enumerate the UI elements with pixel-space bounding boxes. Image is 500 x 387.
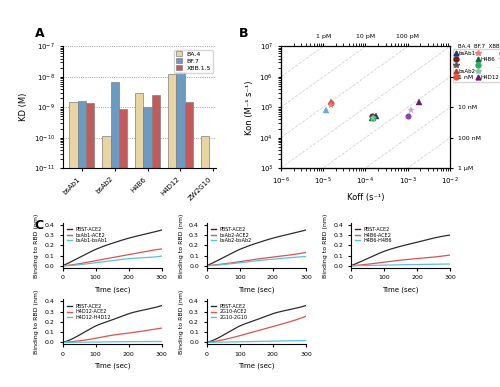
Bar [201, 136, 209, 387]
Bar [176, 72, 184, 387]
Bar [102, 136, 110, 387]
Bar [152, 95, 160, 387]
Bar [168, 74, 176, 387]
Y-axis label: Binding to RBD (nm): Binding to RBD (nm) [322, 213, 328, 277]
Legend: bsAb1, , , bsAb2, , , H4B6, , , H4D12, , , ZW2G10, , : bsAb1, , , bsAb2, , , H4B6, , , H4D12, ,… [453, 49, 500, 82]
Y-axis label: Binding to RBD (nm): Binding to RBD (nm) [34, 290, 40, 354]
Text: C: C [35, 219, 44, 232]
X-axis label: Time (sec): Time (sec) [238, 286, 275, 293]
Y-axis label: Kon (M⁻¹ s⁻¹): Kon (M⁻¹ s⁻¹) [245, 80, 254, 135]
Bar [184, 102, 193, 387]
Y-axis label: Binding to RBD (nm): Binding to RBD (nm) [34, 213, 40, 277]
Bar [110, 82, 119, 387]
Bar [78, 101, 86, 387]
Y-axis label: Binding to RBD (nm): Binding to RBD (nm) [178, 290, 184, 354]
Y-axis label: KD (M): KD (M) [20, 93, 28, 122]
Bar [144, 107, 152, 387]
Y-axis label: Binding to RBD (nm): Binding to RBD (nm) [178, 213, 184, 277]
Bar [86, 103, 94, 387]
Legend: BA.4, BF.7, XBB.1.5: BA.4, BF.7, XBB.1.5 [174, 50, 213, 72]
Legend: PBST-ACE2, 2G10-ACE2, 2G10-2G10: PBST-ACE2, 2G10-ACE2, 2G10-2G10 [209, 302, 250, 322]
Legend: PBST-ACE2, bsAb1-ACE2, bsAb1-bsAb1: PBST-ACE2, bsAb1-ACE2, bsAb1-bsAb1 [65, 225, 110, 245]
X-axis label: Time (sec): Time (sec) [94, 286, 130, 293]
X-axis label: Time (sec): Time (sec) [382, 286, 418, 293]
X-axis label: Time (sec): Time (sec) [94, 363, 130, 369]
Bar [119, 109, 127, 387]
Bar [136, 93, 143, 387]
Bar [70, 102, 78, 387]
X-axis label: Time (sec): Time (sec) [238, 363, 275, 369]
Text: A: A [35, 27, 44, 40]
Legend: PBST-ACE2, bsAb2-ACE2, bsAb2-bsAb2: PBST-ACE2, bsAb2-ACE2, bsAb2-bsAb2 [209, 225, 254, 245]
Text: BA.4  BF.7  XBB
1.5: BA.4 BF.7 XBB 1.5 [458, 44, 500, 55]
X-axis label: Koff (s⁻¹): Koff (s⁻¹) [346, 193, 384, 202]
Text: B: B [238, 27, 248, 40]
Legend: PBST-ACE2, H4D12-ACE2, H4D12-H4D12: PBST-ACE2, H4D12-ACE2, H4D12-H4D12 [65, 302, 113, 322]
Legend: PBST-ACE2, H4B6-ACE2, H4B6-H4B6: PBST-ACE2, H4B6-ACE2, H4B6-H4B6 [353, 225, 394, 245]
